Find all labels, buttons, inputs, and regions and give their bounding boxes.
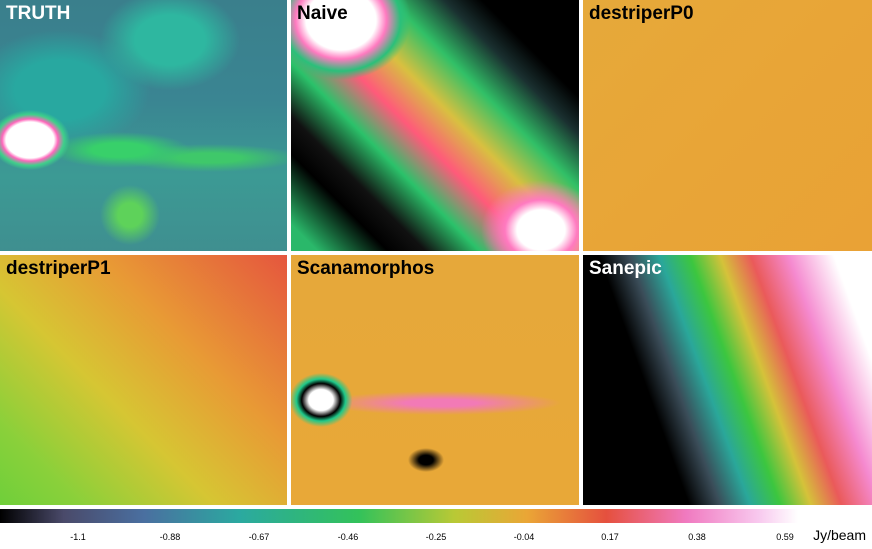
panel-destriper-p0: destriperP0 xyxy=(583,0,872,251)
panel-label-sanepic: Sanepic xyxy=(589,258,662,279)
panel-label-truth: TRUTH xyxy=(6,3,71,24)
panel-destriper-p1: destriperP1 xyxy=(0,255,287,505)
colorbar-tick: 0.17 xyxy=(601,532,619,542)
panel-label-scanamorphos: Scanamorphos xyxy=(297,258,435,279)
destriper-p1-map-image xyxy=(0,255,287,505)
colorbar-tick: -0.46 xyxy=(337,532,359,542)
colorbar-tick: -1.1 xyxy=(70,532,86,542)
panel-naive: Naive xyxy=(291,0,579,251)
colorbar-tick: 0.59 xyxy=(776,532,794,542)
destriper-p0-map-image xyxy=(583,0,872,251)
scanamorphos-map-image xyxy=(291,255,579,505)
panel-sanepic: Sanepic xyxy=(583,255,872,505)
panel-label-destriper-p0: destriperP0 xyxy=(589,3,694,24)
colorbar-tick: -0.04 xyxy=(513,532,535,542)
naive-map-image xyxy=(291,0,579,251)
colorbar-tick: -0.67 xyxy=(248,532,270,542)
panel-truth: TRUTH xyxy=(0,0,287,251)
colorbar-unit-label: Jy/beam xyxy=(813,527,866,543)
colorbar-tick: -0.88 xyxy=(159,532,181,542)
panel-label-naive: Naive xyxy=(297,3,348,24)
truth-map-image xyxy=(0,0,287,251)
colorbar xyxy=(0,509,798,523)
colorbar-tick: 0.38 xyxy=(688,532,706,542)
sanepic-map-image xyxy=(583,255,872,505)
colorbar-tick: -0.25 xyxy=(425,532,447,542)
panel-label-destriper-p1: destriperP1 xyxy=(6,258,111,279)
panel-scanamorphos: Scanamorphos xyxy=(291,255,579,505)
